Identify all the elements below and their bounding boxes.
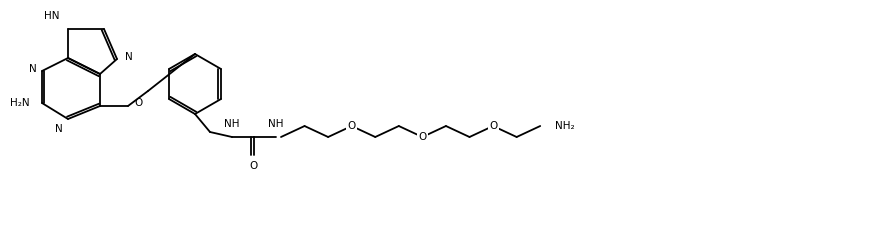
Text: N: N — [29, 64, 37, 74]
Text: HN: HN — [45, 11, 60, 21]
Text: O: O — [417, 132, 426, 142]
Text: O: O — [134, 98, 142, 108]
Text: NH₂: NH₂ — [554, 121, 574, 131]
Text: NH: NH — [224, 119, 239, 129]
Text: H₂N: H₂N — [11, 98, 30, 108]
Text: O: O — [488, 121, 496, 131]
Text: O: O — [250, 161, 258, 171]
Text: NH: NH — [268, 119, 283, 129]
Text: O: O — [347, 121, 355, 131]
Text: N: N — [55, 124, 63, 134]
Text: N: N — [125, 52, 132, 62]
